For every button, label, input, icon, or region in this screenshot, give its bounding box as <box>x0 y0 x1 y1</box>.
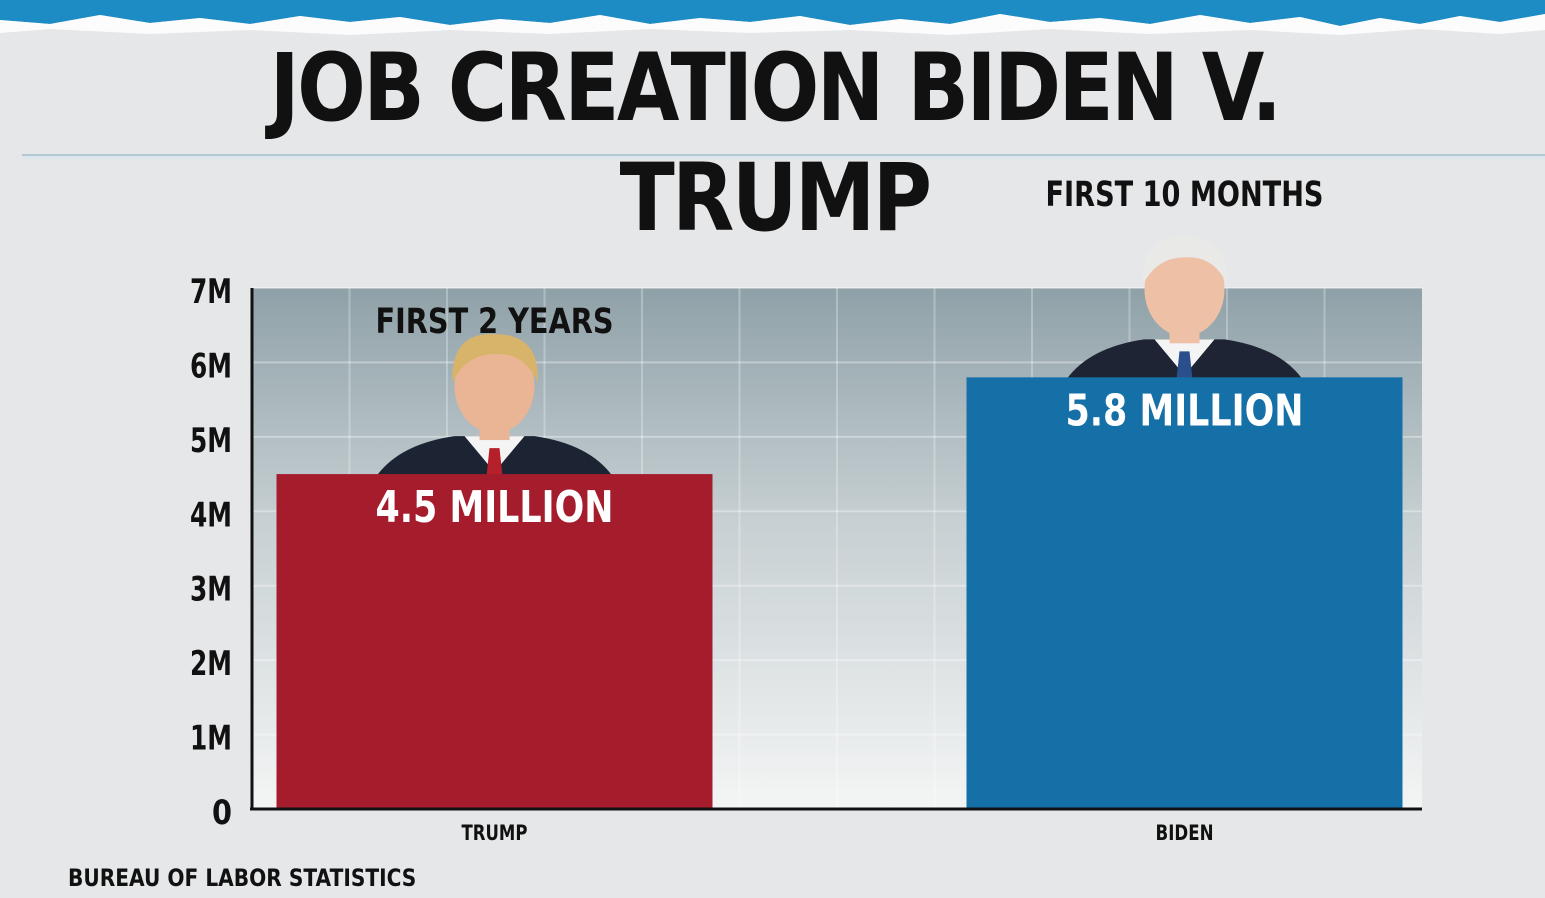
source-note: BUREAU OF LABOR STATISTICS <box>68 864 417 892</box>
top-torn-banner <box>0 0 1545 35</box>
y-tick-label: 6M <box>190 346 232 386</box>
period-label: FIRST 10 MONTHS <box>1046 175 1324 215</box>
x-category-label: TRUMP <box>462 821 528 845</box>
period-label: FIRST 2 YEARS <box>376 302 614 342</box>
y-tick-label: 4M <box>190 495 232 535</box>
biden-portrait <box>1066 237 1303 380</box>
y-tick-label: 1M <box>190 719 232 759</box>
x-category-label: BIDEN <box>1156 821 1214 845</box>
y-tick-label: 3M <box>190 570 232 610</box>
bar-biden <box>966 377 1403 809</box>
title-divider <box>22 154 1545 159</box>
y-tick-label: 2M <box>190 644 232 684</box>
y-tick-label: 0 <box>212 793 232 833</box>
y-tick-label: 7M <box>190 272 232 312</box>
trump-portrait <box>376 333 613 477</box>
bar-value-label: 4.5 MILLION <box>376 482 614 533</box>
bar-value-label: 5.8 MILLION <box>1066 385 1304 436</box>
bar-trump <box>276 474 713 809</box>
y-tick-label: 5M <box>190 421 232 461</box>
page-title: JOB CREATION BIDEN V. TRUMP <box>269 34 1282 253</box>
